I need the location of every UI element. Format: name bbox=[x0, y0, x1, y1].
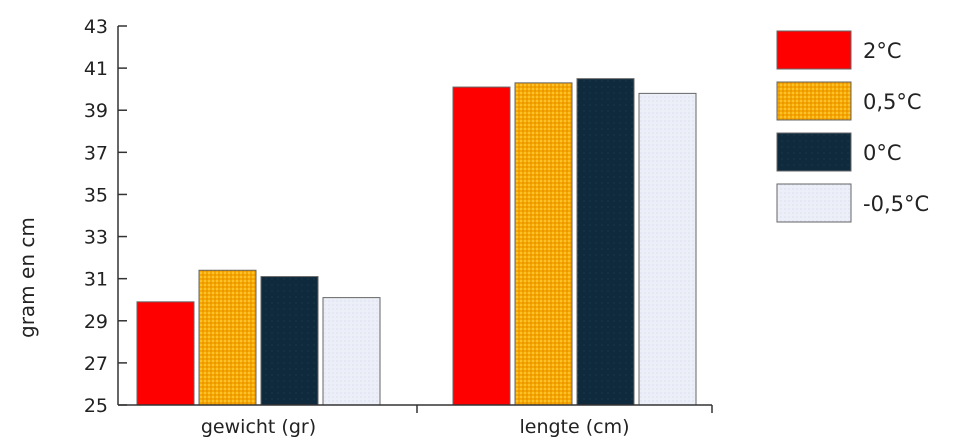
legend-label: 2°C bbox=[863, 39, 902, 63]
bar-gewicht-series-0 bbox=[136, 301, 195, 406]
bar-gewicht-series-2 bbox=[260, 276, 319, 406]
legend-label: 0,5°C bbox=[863, 90, 922, 114]
x-category-label: gewicht (gr) bbox=[201, 416, 316, 438]
bar-lengte-series-3 bbox=[638, 92, 697, 406]
y-tick-label: 41 bbox=[84, 58, 108, 80]
bar-lengte-series-0 bbox=[452, 86, 511, 406]
legend-label: 0°C bbox=[863, 141, 902, 165]
y-tick-label: 35 bbox=[84, 184, 108, 206]
y-tick-label: 39 bbox=[84, 100, 108, 122]
bars-group bbox=[136, 78, 697, 406]
y-tick-label: 37 bbox=[84, 142, 108, 164]
bar-lengte-series-2 bbox=[576, 78, 635, 406]
y-tick-label: 27 bbox=[84, 353, 108, 375]
legend-swatch bbox=[776, 30, 852, 70]
x-category-label: lengte (cm) bbox=[519, 416, 629, 438]
legend: 2°C 0,5°C 0°C -0,5°C bbox=[776, 30, 929, 223]
y-tick-label: 33 bbox=[84, 227, 108, 249]
legend-swatch bbox=[776, 183, 852, 223]
legend-swatch bbox=[776, 132, 852, 172]
y-tick-label: 43 bbox=[84, 16, 108, 38]
legend-swatch bbox=[776, 81, 852, 121]
x-axis: gewicht (gr) lengte (cm) bbox=[118, 404, 713, 438]
y-tick-label: 31 bbox=[84, 269, 108, 291]
bar-lengte-series-1 bbox=[514, 82, 573, 406]
y-tick-label: 25 bbox=[84, 395, 108, 417]
bar-gewicht-series-3 bbox=[322, 297, 381, 406]
y-axis-title: gram en cm bbox=[15, 217, 39, 338]
y-tick-label: 29 bbox=[84, 311, 108, 333]
legend-label: -0,5°C bbox=[863, 192, 929, 216]
y-axis: 25 27 29 31 33 35 37 39 41 43 bbox=[84, 16, 127, 417]
bar-gewicht-series-1 bbox=[198, 269, 257, 406]
